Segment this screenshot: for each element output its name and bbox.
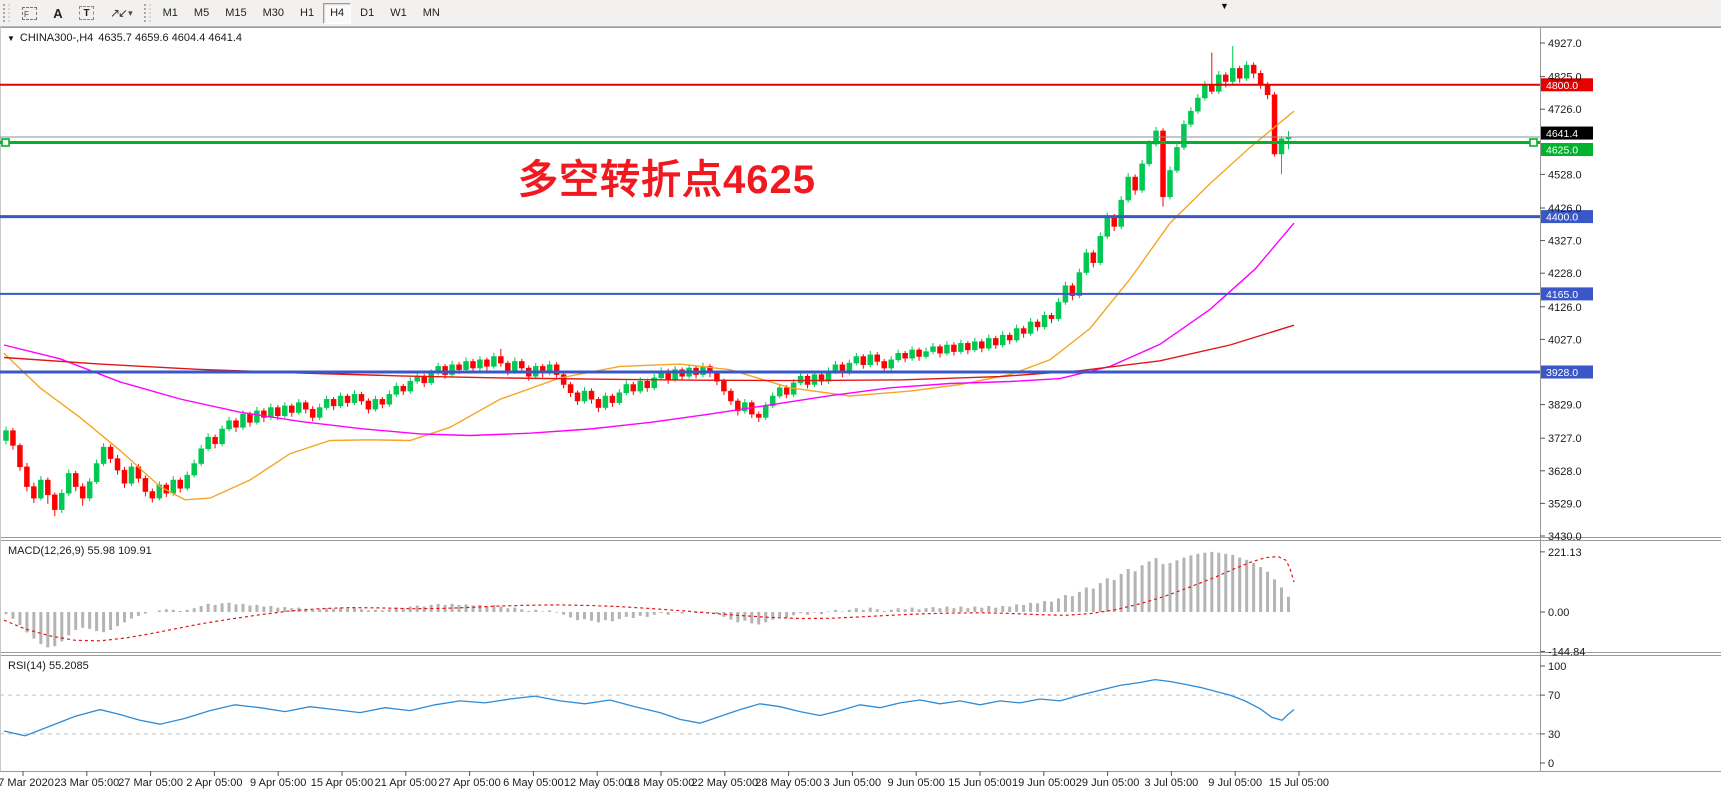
svg-text:3727.0: 3727.0: [1548, 433, 1582, 445]
svg-text:4927.0: 4927.0: [1548, 38, 1582, 50]
svg-text:6 May 05:00: 6 May 05:00: [503, 777, 564, 789]
timeframe-button-m30[interactable]: M30: [256, 3, 291, 24]
svg-text:4426.0: 4426.0: [1548, 203, 1582, 215]
timeframe-button-m15[interactable]: M15: [218, 3, 253, 24]
timeframe-button-mn[interactable]: MN: [416, 3, 447, 24]
macd-values: 55.98 109.91: [87, 545, 152, 557]
svg-text:4126.0: 4126.0: [1548, 302, 1582, 314]
svg-text:0.00: 0.00: [1548, 607, 1569, 619]
svg-text:4400.0: 4400.0: [1546, 212, 1578, 224]
rsi-value: 55.2085: [48, 660, 89, 672]
svg-text:221.13: 221.13: [1548, 547, 1582, 559]
svg-text:4228.0: 4228.0: [1548, 268, 1582, 280]
annotation-text[interactable]: 多空转折点4625: [518, 158, 816, 202]
svg-text:4327.0: 4327.0: [1548, 236, 1582, 248]
svg-text:15 Jul 05:00: 15 Jul 05:00: [1269, 777, 1329, 789]
toolbar: F A T ↗↙ ▾ M1 M5 M15 M30 H1 H4 D1 W1 MN ▼: [0, 0, 1721, 27]
svg-text:4165.0: 4165.0: [1546, 289, 1578, 301]
text-tool-icon: A: [53, 5, 63, 21]
svg-text:3529.0: 3529.0: [1548, 498, 1582, 510]
svg-text:4625.0: 4625.0: [1546, 145, 1578, 157]
level-line-3928.0[interactable]: 3928.0: [0, 365, 1593, 380]
svg-text:12 May 05:00: 12 May 05:00: [564, 777, 631, 789]
svg-text:-144.84: -144.84: [1548, 646, 1585, 658]
timeframe-button-m1[interactable]: M1: [156, 3, 185, 24]
level-line-4400.0[interactable]: 4400.0: [0, 210, 1593, 224]
frame-tool-button[interactable]: F: [15, 3, 44, 24]
svg-text:19 Jun 05:00: 19 Jun 05:00: [1012, 777, 1076, 789]
price-scale: 4927.0 4825.0 4726.0 4528.0 4426.0 4327.0 4228…: [1540, 38, 1582, 543]
level-line-4625.0[interactable]: 4625.0: [0, 138, 1593, 157]
symbol-title: CHINA300-,H4: [19, 32, 94, 44]
svg-text:4726.0: 4726.0: [1548, 104, 1582, 116]
svg-text:0: 0: [1548, 758, 1554, 770]
svg-text:70: 70: [1548, 690, 1560, 702]
macd-indicator-label: MACD(12,26,9) 55.98 109.91: [8, 545, 152, 557]
svg-text:27 Apr 05:00: 27 Apr 05:00: [438, 777, 500, 789]
timeframe-button-h1[interactable]: H1: [293, 3, 321, 24]
svg-text:27 Mar 05:00: 27 Mar 05:00: [118, 777, 183, 789]
svg-text:4027.0: 4027.0: [1548, 334, 1582, 346]
toolbar-grip[interactable]: [3, 4, 10, 22]
svg-text:4528.0: 4528.0: [1548, 169, 1582, 181]
timeframe-group: M1 M5 M15 M30 H1 H4 D1 W1 MN: [155, 2, 448, 24]
timeframe-button-w1[interactable]: W1: [383, 3, 414, 24]
svg-text:4825.0: 4825.0: [1548, 72, 1582, 84]
candlesticks: [3, 45, 1292, 517]
macd-panel: 221.13 0.00 -144.84: [3, 547, 1585, 658]
arrows-tool-button[interactable]: ↗↙ ▾: [103, 3, 140, 24]
chart-window: 4800.0 4625.0 4400.0 4165.0 3928.0 4641.4 4927…: [0, 27, 1721, 792]
toolbar-grip-2[interactable]: [143, 4, 151, 22]
svg-text:28 May 05:00: 28 May 05:00: [755, 777, 822, 789]
timeframe-button-m5[interactable]: M5: [187, 3, 216, 24]
macd-name: MACD(12,26,9): [8, 545, 85, 557]
svg-text:23 Mar 05:00: 23 Mar 05:00: [54, 777, 119, 789]
svg-text:4800.0: 4800.0: [1546, 80, 1578, 92]
svg-text:3628.0: 3628.0: [1548, 466, 1582, 478]
current-price-line: 4641.4: [0, 126, 1593, 140]
rsi-panel: 100 70 30 0: [0, 661, 1566, 770]
svg-text:29 Jun 05:00: 29 Jun 05:00: [1076, 777, 1140, 789]
rsi-name: RSI(14): [8, 660, 46, 672]
ma-mid-magenta: [3, 222, 1295, 437]
rsi-indicator-label: RSI(14) 55.2085: [8, 660, 89, 672]
svg-text:3 Jun 05:00: 3 Jun 05:00: [824, 777, 882, 789]
frame-tool-icon: F: [22, 6, 37, 20]
svg-text:3 Jul 05:00: 3 Jul 05:00: [1144, 777, 1198, 789]
ohlc-values: 4635.7 4659.6 4604.4 4641.4: [98, 32, 243, 44]
panel-frames: [0, 27, 1721, 772]
timeframe-button-d1[interactable]: D1: [353, 3, 381, 24]
svg-text:9 Apr 05:00: 9 Apr 05:00: [250, 777, 306, 789]
svg-text:21 Apr 05:00: 21 Apr 05:00: [375, 777, 437, 789]
main-chart-canvas[interactable]: 4800.04625.04400.04165.03928.04641.44927…: [0, 27, 1721, 792]
timeframe-button-h4[interactable]: H4: [323, 2, 352, 24]
svg-text:22 May 05:00: 22 May 05:00: [691, 777, 758, 789]
svg-text:4641.4: 4641.4: [1546, 128, 1578, 140]
collapse-triangle-icon[interactable]: ▼: [7, 33, 15, 43]
chevron-down-icon: ▾: [128, 7, 133, 18]
svg-text:9 Jun 05:00: 9 Jun 05:00: [887, 777, 945, 789]
svg-text:15 Jun 05:00: 15 Jun 05:00: [948, 777, 1012, 789]
label-tool-button[interactable]: T: [72, 3, 101, 24]
svg-text:100: 100: [1548, 661, 1566, 673]
text-tool-button[interactable]: A: [46, 3, 70, 24]
svg-text:9 Jul 05:00: 9 Jul 05:00: [1208, 777, 1262, 789]
level-line-4800.0[interactable]: 4800.0: [0, 78, 1593, 92]
arrows-tool-icon: ↗↙: [110, 6, 128, 20]
label-tool-icon: T: [79, 6, 94, 20]
svg-text:17 Mar 2020: 17 Mar 2020: [0, 777, 54, 789]
svg-text:18 May 05:00: 18 May 05:00: [628, 777, 695, 789]
toolbar-overflow-button[interactable]: ▼: [1220, 1, 1229, 11]
svg-text:3928.0: 3928.0: [1546, 367, 1578, 379]
svg-text:30: 30: [1548, 729, 1560, 741]
chart-header: ▼ CHINA300-,H4 4635.7 4659.6 4604.4 4641…: [7, 32, 242, 44]
level-line-4165.0[interactable]: 4165.0: [0, 287, 1593, 301]
svg-text:3829.0: 3829.0: [1548, 400, 1582, 412]
svg-text:15 Apr 05:00: 15 Apr 05:00: [311, 777, 373, 789]
svg-text:2 Apr 05:00: 2 Apr 05:00: [186, 777, 242, 789]
svg-text:3430.0: 3430.0: [1548, 531, 1582, 543]
